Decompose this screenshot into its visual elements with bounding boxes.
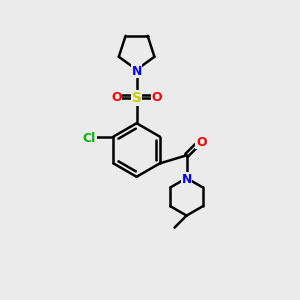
Text: N: N — [131, 65, 142, 78]
Text: S: S — [132, 91, 142, 105]
Text: O: O — [196, 136, 207, 148]
Text: O: O — [111, 92, 122, 104]
Text: O: O — [152, 92, 162, 104]
Text: N: N — [182, 173, 192, 186]
Text: Cl: Cl — [83, 132, 96, 145]
